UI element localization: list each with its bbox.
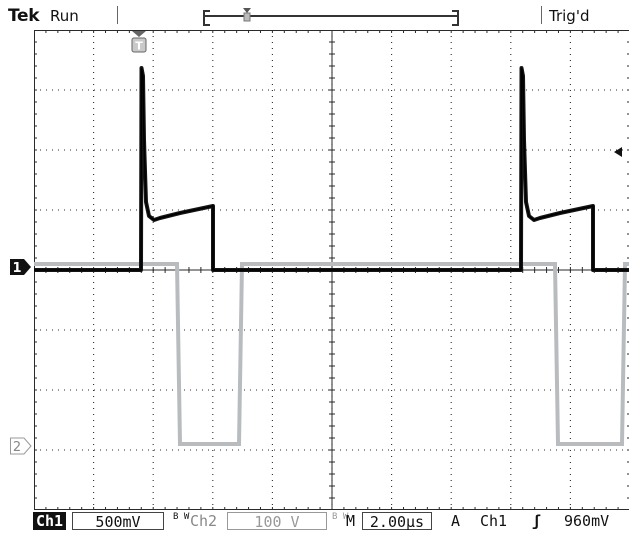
trigger-position-label: T [135, 40, 143, 53]
readout-bar: Ch1 500mV B W Ch2 100 V B W M 2.00μs A C… [0, 510, 629, 533]
ch1-trace-core [34, 67, 629, 271]
divider [117, 6, 118, 24]
ch1-scale[interactable]: 500mV [72, 512, 164, 531]
divider [541, 6, 542, 24]
ch1-badge[interactable]: Ch1 [33, 512, 67, 530]
trigger-status: Trig'd [549, 7, 590, 25]
acquisition-status: Run [50, 7, 79, 25]
ch2-bandwidth-limit-icon: B W [332, 512, 349, 522]
trigger-position-icon: T [131, 31, 147, 53]
timebase-value[interactable]: 2.00μs [362, 512, 432, 531]
timebase-label: M [346, 512, 356, 530]
ch2-trace [34, 262, 629, 446]
rising-edge-icon[interactable]: ʃ [532, 512, 542, 530]
ch1-ground-marker[interactable]: 1 [10, 258, 32, 276]
graticule [34, 30, 629, 510]
brand-logo: Tek [8, 6, 40, 26]
ch2-ground-marker[interactable]: 2 [10, 437, 32, 455]
left-arrow-icon[interactable] [612, 145, 624, 159]
acquisition-mode: A [451, 512, 461, 530]
ch2-scale[interactable]: 100 V [227, 512, 327, 531]
trigger-level[interactable]: 960mV [564, 512, 610, 530]
trigger-position-marker-icon [243, 8, 251, 22]
ch1-marker-label: 1 [12, 261, 21, 276]
ch2-marker-label: 2 [13, 440, 21, 455]
status-bar: Tek Run Trig'd [0, 0, 629, 28]
waveform-display[interactable] [34, 30, 629, 510]
ch2-badge[interactable]: Ch2 [190, 512, 218, 530]
trigger-source[interactable]: Ch1 [480, 512, 508, 530]
ch1-bandwidth-limit-icon: B W [173, 512, 190, 522]
record-view-bracket [203, 8, 459, 26]
